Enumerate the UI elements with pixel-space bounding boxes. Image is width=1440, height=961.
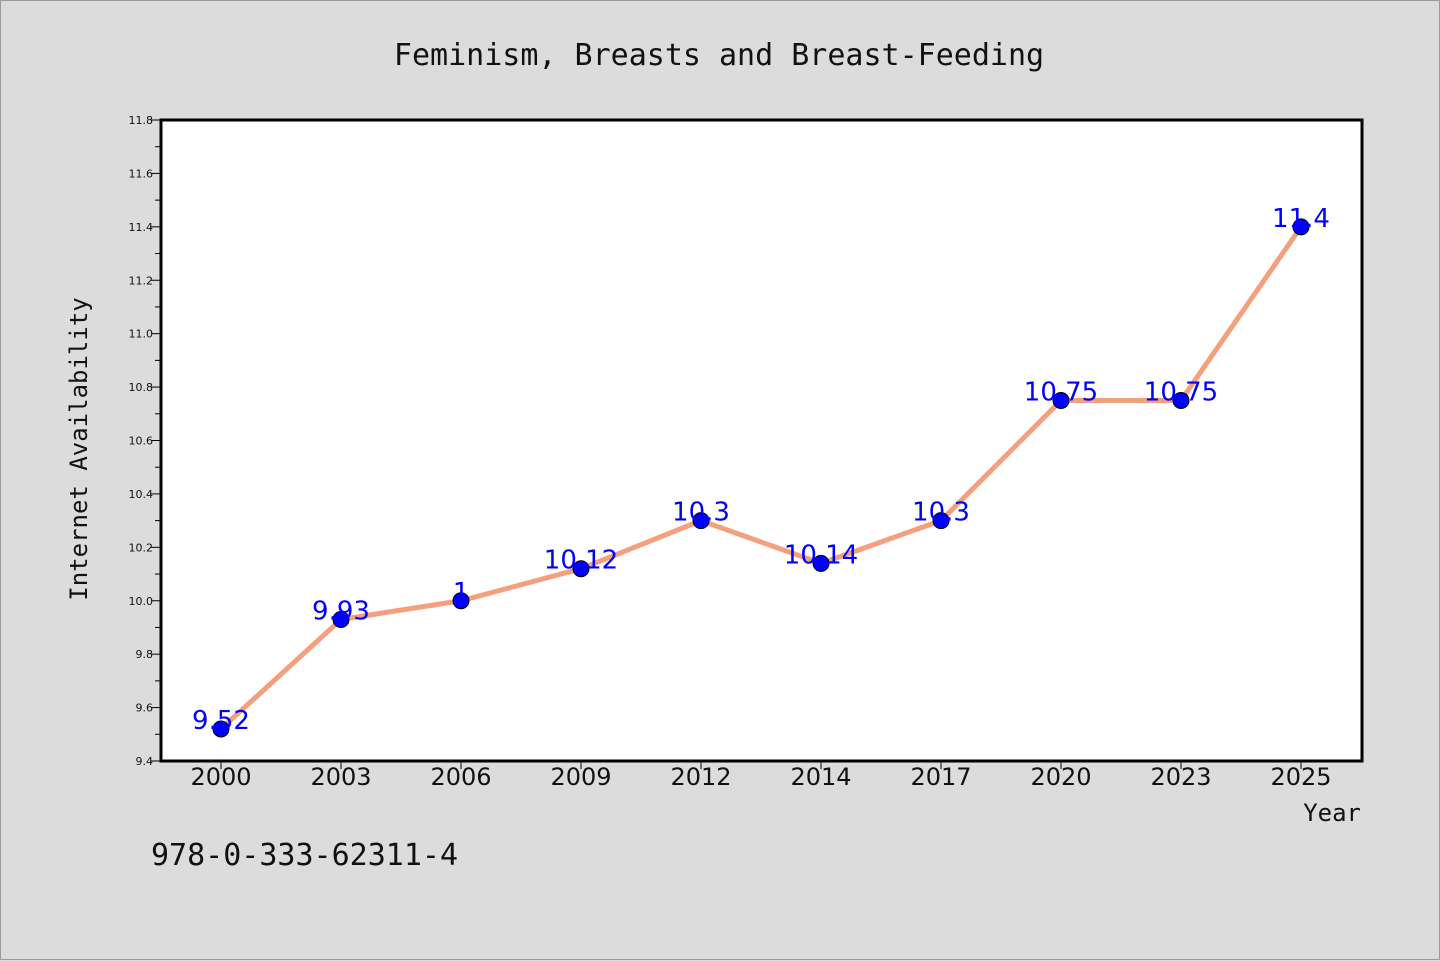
y-tick-label: 10.4 bbox=[129, 488, 154, 501]
x-tick-label: 2020 bbox=[1030, 763, 1091, 791]
data-label: 1 bbox=[453, 578, 470, 608]
y-tick-label: 9.4 bbox=[136, 755, 154, 768]
data-point bbox=[452, 592, 470, 610]
data-label: 11.4 bbox=[1272, 204, 1330, 234]
x-tick-label: 2012 bbox=[670, 763, 731, 791]
y-axis-label: Internet Availability bbox=[65, 297, 93, 600]
data-point bbox=[572, 560, 590, 578]
y-axis: 9.4 9.6 9.8 10.0 10.2 10.4 10.6 10.8 11.0 11.2 11.… bbox=[129, 114, 161, 768]
x-tick-label: 2003 bbox=[310, 763, 371, 791]
series-line bbox=[219, 225, 1304, 731]
data-point bbox=[1172, 391, 1190, 409]
x-axis: 2000 2003 2006 2009 2012 2014 2017 2020 2023 2025 bbox=[190, 761, 1332, 791]
x-tick-label: 2023 bbox=[1150, 763, 1211, 791]
y-tick-label: 11.4 bbox=[129, 221, 154, 234]
y-tick-label: 11.6 bbox=[129, 167, 154, 180]
data-label: 10.14 bbox=[784, 540, 858, 570]
x-axis-label: Year bbox=[1303, 799, 1361, 827]
data-label: 10.12 bbox=[544, 546, 618, 576]
x-tick-label: 2006 bbox=[430, 763, 491, 791]
data-point bbox=[332, 610, 350, 628]
isbn-footnote: 978-0-333-62311-4 bbox=[151, 838, 458, 873]
y-tick-label: 11.0 bbox=[129, 328, 154, 341]
y-tick-label: 10.2 bbox=[129, 541, 154, 554]
plot-area bbox=[159, 118, 1364, 763]
data-label: 10.75 bbox=[1144, 377, 1218, 407]
data-label: 9.93 bbox=[312, 596, 370, 626]
x-tick-label: 2014 bbox=[790, 763, 851, 791]
data-label: 10.3 bbox=[672, 498, 730, 528]
y-tick-label: 10.8 bbox=[129, 381, 154, 394]
data-point bbox=[1052, 391, 1070, 409]
x-tick-label: 2000 bbox=[190, 763, 251, 791]
data-label: 10.3 bbox=[912, 498, 970, 528]
y-tick-label: 9.6 bbox=[136, 702, 154, 715]
chart-title: Feminism, Breasts and Breast-Feeding bbox=[394, 38, 1044, 73]
x-tick-label: 2025 bbox=[1270, 763, 1331, 791]
data-label: 10.75 bbox=[1024, 377, 1098, 407]
y-tick-label: 11.2 bbox=[129, 274, 154, 287]
x-tick-label: 2009 bbox=[550, 763, 611, 791]
y-tick-label: 10.0 bbox=[129, 595, 154, 608]
y-tick-label: 10.6 bbox=[129, 435, 154, 448]
data-point bbox=[692, 512, 710, 530]
y-tick-label: 9.8 bbox=[136, 648, 154, 661]
data-point bbox=[212, 720, 230, 738]
y-tick-label: 11.8 bbox=[129, 114, 154, 127]
data-point bbox=[932, 512, 950, 530]
series-group: 9.52 9.93 1 10.12 10.3 10.14 10.3 10.75 10.75 11.… bbox=[192, 204, 1330, 738]
data-label: 9.52 bbox=[192, 706, 250, 736]
data-point bbox=[1292, 218, 1310, 236]
x-tick-label: 2017 bbox=[910, 763, 971, 791]
data-point bbox=[812, 554, 830, 572]
